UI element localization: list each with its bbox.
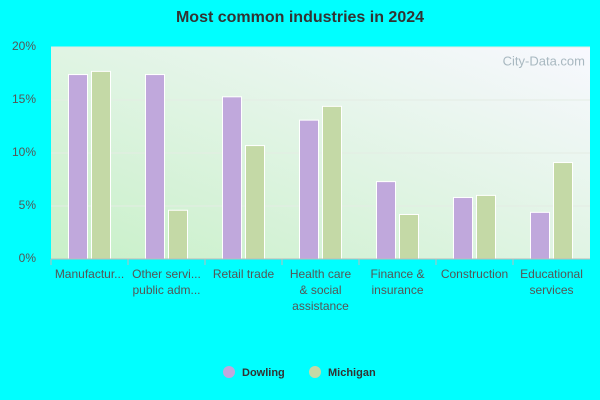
bar — [91, 70, 111, 260]
bar — [245, 145, 265, 260]
x-tick-label: Educational services — [520, 267, 583, 297]
bar — [399, 213, 419, 260]
y-tick-label: 0% — [19, 251, 37, 265]
x-tick-label: Manufactur... — [54, 267, 125, 281]
bar — [299, 119, 319, 260]
y-tick-label: 5% — [19, 198, 37, 212]
bar — [68, 74, 88, 260]
legend-swatch — [223, 366, 235, 378]
x-tick-label: Retail trade — [212, 267, 275, 281]
bar — [453, 197, 473, 260]
bar — [376, 181, 396, 260]
y-tick-label: 20% — [12, 39, 36, 53]
x-tick-label: Health care & social assistance — [289, 267, 352, 313]
bar — [553, 162, 573, 260]
legend-label: Dowling — [242, 367, 285, 379]
bar — [530, 211, 550, 260]
x-tick-label: Construction — [440, 267, 509, 281]
bar — [168, 209, 188, 260]
legend-label: Michigan — [328, 367, 376, 379]
y-tick-label: 15% — [12, 92, 36, 106]
legend-swatch — [309, 366, 321, 378]
x-tick-label: Finance & insurance — [370, 267, 425, 297]
chart-title: Most common industries in 2024 — [176, 9, 424, 26]
bar — [476, 194, 496, 260]
watermark: City-Data.com — [503, 53, 585, 68]
bar — [222, 96, 242, 260]
bar — [145, 74, 165, 260]
bar — [322, 105, 342, 260]
x-tick-label: Other servi... public adm... — [132, 267, 201, 297]
y-tick-label: 10% — [12, 145, 36, 159]
